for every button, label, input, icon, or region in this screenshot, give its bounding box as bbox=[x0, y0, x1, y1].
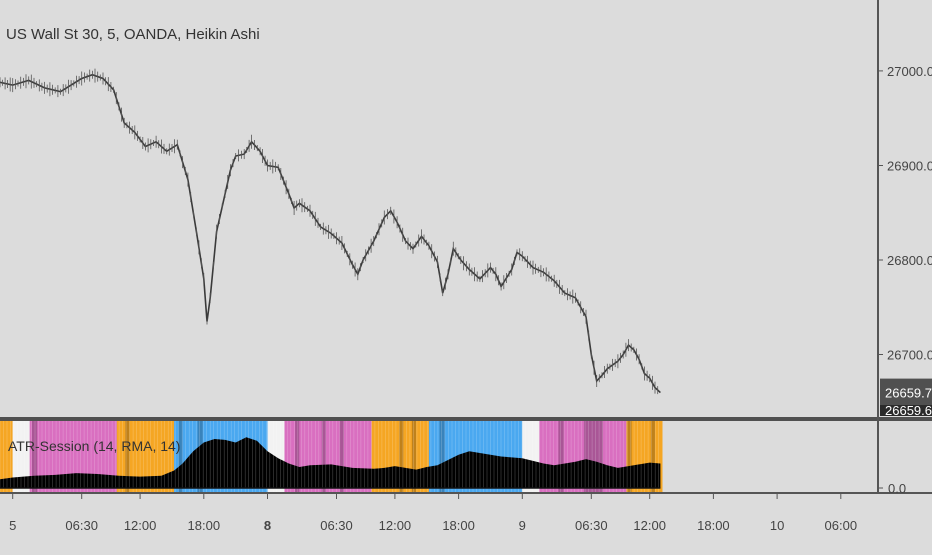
last-price-badge bbox=[880, 378, 932, 407]
x-tick-label: 5 bbox=[9, 518, 16, 533]
indicator-zero-label: 0.0 bbox=[888, 481, 906, 496]
partial-price-label: 26659.6 bbox=[885, 403, 932, 418]
x-tick-label: 10 bbox=[770, 518, 784, 533]
y-tick-label: 27000.0 bbox=[887, 64, 932, 79]
last-price-label: 26659.7 bbox=[885, 386, 932, 401]
partial-price-badge bbox=[880, 405, 932, 416]
session-overlay bbox=[321, 421, 326, 492]
atr-area bbox=[0, 437, 661, 488]
session-overlay bbox=[31, 421, 38, 492]
y-tick-label: 26900.0 bbox=[887, 159, 932, 174]
x-tick-label: 18:00 bbox=[697, 518, 730, 533]
session-overlay bbox=[411, 421, 417, 492]
x-tick-label: 12:00 bbox=[124, 518, 157, 533]
session-overlay bbox=[178, 421, 183, 492]
pane-separator bbox=[0, 417, 932, 421]
session-overlay bbox=[439, 421, 445, 492]
x-tick-label: 9 bbox=[519, 518, 526, 533]
session-overlay bbox=[558, 421, 564, 492]
x-tick-label: 06:30 bbox=[320, 518, 353, 533]
x-tick-label: 8 bbox=[264, 518, 271, 533]
session-band bbox=[0, 421, 13, 492]
y-tick-label: 26800.0 bbox=[887, 253, 932, 268]
session-overlay bbox=[295, 421, 300, 492]
chart-title: US Wall St 30, 5, OANDA, Heikin Ashi bbox=[6, 26, 260, 43]
session-overlay bbox=[650, 421, 655, 492]
x-tick-label: 12:00 bbox=[633, 518, 666, 533]
y-tick-label: 26700.0 bbox=[887, 348, 932, 363]
session-overlay bbox=[125, 421, 130, 492]
x-tick-label: 06:30 bbox=[65, 518, 98, 533]
x-tick-label: 06:00 bbox=[825, 518, 858, 533]
x-tick-label: 18:00 bbox=[188, 518, 221, 533]
x-tick-label: 18:00 bbox=[442, 518, 475, 533]
session-overlay bbox=[627, 421, 632, 492]
x-tick-label: 06:30 bbox=[575, 518, 608, 533]
x-tick-label: 12:00 bbox=[379, 518, 412, 533]
indicator-title: ATR-Session (14, RMA, 14) bbox=[8, 438, 181, 454]
session-overlay bbox=[399, 421, 404, 492]
session-overlay bbox=[339, 421, 344, 492]
session-band bbox=[12, 421, 30, 492]
